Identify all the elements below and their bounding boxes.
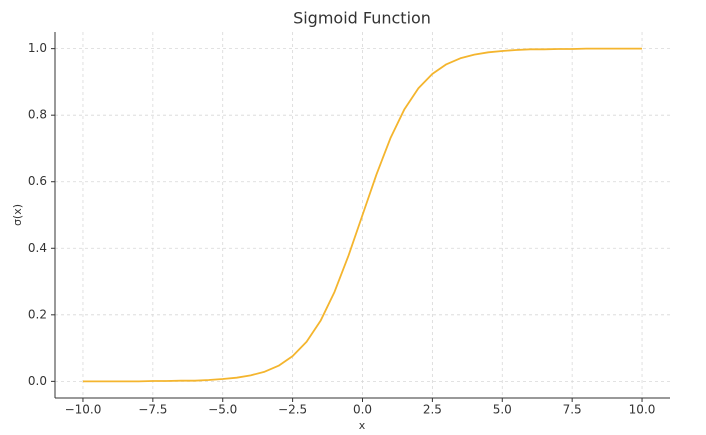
line-series bbox=[82, 47, 643, 383]
y-tick-label: 0.2 bbox=[28, 307, 47, 321]
y-tick-label: 0.4 bbox=[28, 241, 47, 255]
y-tick-label: 0.6 bbox=[28, 174, 47, 188]
x-tick-label: 7.5 bbox=[563, 403, 582, 417]
x-tick-label: 5.0 bbox=[493, 403, 512, 417]
x-tick-label: −10.0 bbox=[65, 403, 102, 417]
x-tick-label: 0.0 bbox=[353, 403, 372, 417]
x-tick-label: −7.5 bbox=[138, 403, 167, 417]
y-tick-label: 0.8 bbox=[28, 108, 47, 122]
y-tick-label: 0.0 bbox=[28, 374, 47, 388]
y-axis-label: σ(x) bbox=[11, 204, 24, 226]
x-axis-label: x bbox=[359, 419, 366, 432]
x-tick-label: −2.5 bbox=[278, 403, 307, 417]
x-tick-label: −5.0 bbox=[208, 403, 237, 417]
x-tick-label: 2.5 bbox=[423, 403, 442, 417]
x-tick-label: 10.0 bbox=[629, 403, 656, 417]
y-tick-label: 1.0 bbox=[28, 41, 47, 55]
chart-title: Sigmoid Function bbox=[293, 9, 431, 28]
